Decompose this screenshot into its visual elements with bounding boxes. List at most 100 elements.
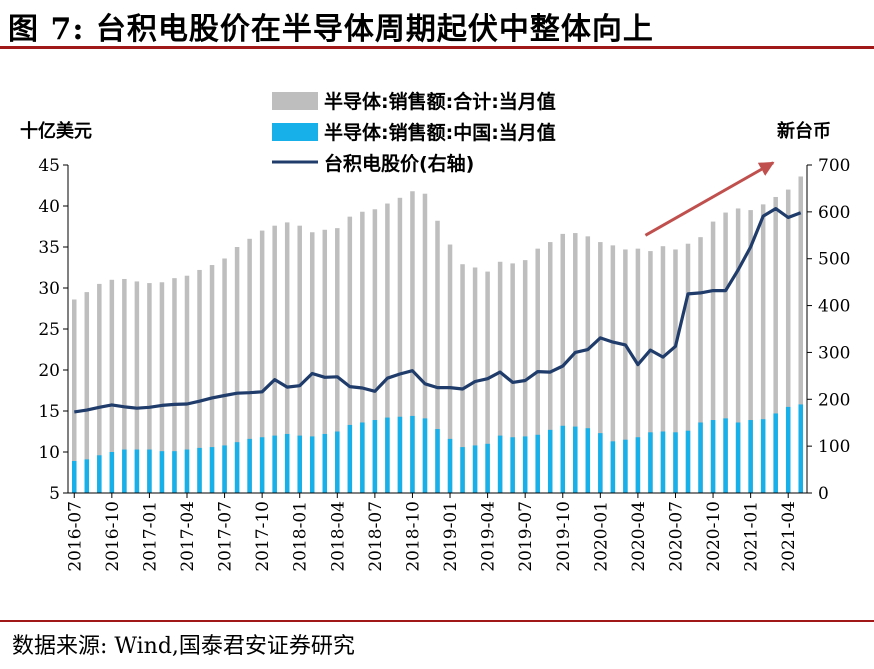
bar-total (84, 292, 90, 493)
bar-total (322, 229, 328, 493)
bar-china (435, 429, 440, 493)
bar-china (322, 433, 328, 493)
bar-total (685, 243, 691, 493)
bar-china (410, 415, 415, 493)
x-tick-label: 2021-01 (742, 501, 762, 572)
y-left-tick-label: 35 (38, 238, 60, 258)
x-tick-label: 2016-07 (65, 501, 85, 572)
bar-total (660, 246, 666, 493)
bar-total (109, 279, 115, 493)
bar-china (284, 433, 290, 493)
source-rule (0, 620, 874, 622)
title-rule (0, 46, 874, 49)
bar-total (710, 221, 716, 493)
bar-china (547, 429, 553, 493)
x-tick-label: 2019-01 (441, 501, 461, 572)
bar-total (435, 220, 440, 493)
x-tick-label: 2019-07 (516, 501, 536, 572)
bar-total (222, 258, 227, 493)
bar-total (785, 189, 791, 493)
x-tick-label: 2017-04 (178, 501, 198, 572)
right-axis-unit: 新台币 (777, 120, 831, 142)
bar-total (410, 191, 415, 494)
bar-china (723, 418, 728, 493)
bar-china (648, 432, 653, 493)
bar-china (134, 449, 140, 493)
bar-total (385, 203, 390, 494)
x-tick-label: 2019-10 (554, 501, 574, 572)
bar-china (422, 418, 428, 493)
bar-total (573, 233, 578, 493)
bar-china (735, 422, 741, 493)
bar-total (297, 225, 302, 493)
bar-total (134, 281, 140, 493)
bar-china (472, 445, 478, 493)
bar-total (760, 204, 766, 494)
x-tick-label: 2016-10 (103, 501, 123, 572)
x-tick-label: 2017-07 (216, 501, 236, 572)
bar-total (422, 193, 428, 493)
bar-china (84, 459, 90, 493)
bar-total (585, 236, 591, 493)
bar-total (397, 197, 403, 494)
bar-total (272, 225, 277, 493)
bar-china (347, 424, 353, 493)
y-right-tick-label: 600 (818, 203, 850, 223)
bar-china (72, 461, 77, 493)
bar-total (773, 196, 778, 494)
bar-total (610, 245, 616, 493)
bar-china (159, 451, 165, 493)
legend-label-china: 半导体:销售额:中国:当月值 (324, 121, 556, 144)
bar-china (184, 449, 190, 493)
x-tick-label: 2021-04 (779, 501, 799, 572)
bar-china (122, 449, 127, 493)
bar-china (760, 419, 766, 493)
bar-total (234, 247, 240, 493)
bar-total (673, 249, 678, 493)
legend-label-total: 半导体:销售额:合计:当月值 (324, 90, 556, 113)
bar-total (648, 251, 653, 493)
bar-china (385, 417, 390, 493)
bar-total (522, 260, 528, 493)
bar-total (510, 263, 515, 493)
bar-china (309, 436, 315, 493)
x-tick-label: 2020-04 (629, 501, 649, 572)
bar-china (785, 406, 791, 493)
y-right-tick-label: 700 (818, 156, 850, 176)
y-right-tick-label: 100 (818, 437, 850, 457)
y-left-tick-label: 30 (38, 279, 60, 299)
x-tick-label: 2020-07 (666, 501, 686, 572)
bar-china (673, 432, 678, 493)
bar-total (247, 238, 252, 493)
bar-total (723, 212, 728, 493)
tsmc-price-line (74, 207, 802, 414)
semiconductor-tsmc-chart: 十亿美元 新台币 半导体:销售额:合计:当月值 半导体:销售额:中国:当月值 台… (20, 90, 850, 572)
bar-total (623, 249, 628, 493)
y-right-tick-label: 500 (818, 250, 850, 270)
y-right-tick-label: 300 (818, 343, 850, 363)
legend-swatch-china (272, 123, 318, 141)
left-axis-unit: 十亿美元 (20, 120, 92, 142)
bar-total (159, 282, 165, 493)
bar-china (460, 447, 465, 493)
x-tick-label: 2019-04 (479, 501, 499, 572)
y-right-tick-label: 400 (818, 297, 850, 317)
bar-china (710, 420, 716, 493)
x-tick-label: 2018-07 (366, 501, 386, 572)
bar-china (610, 441, 616, 493)
x-tick-label: 2017-01 (140, 501, 160, 572)
legend-label-line: 台积电股价(右轴) (324, 152, 474, 175)
bar-china (272, 435, 277, 493)
bar-china (573, 426, 578, 493)
bar-total (347, 216, 353, 493)
bar-total (798, 176, 803, 494)
bar-total (335, 228, 340, 493)
bar-total (698, 237, 703, 493)
bar-china (773, 413, 778, 493)
legend-swatch-total (272, 92, 318, 110)
bar-total (147, 283, 152, 493)
bar-total (635, 248, 641, 493)
legend: 半导体:销售额:合计:当月值 半导体:销售额:中国:当月值 台积电股价(右轴) (272, 90, 556, 175)
bar-china (660, 431, 666, 493)
bar-china (685, 430, 691, 493)
